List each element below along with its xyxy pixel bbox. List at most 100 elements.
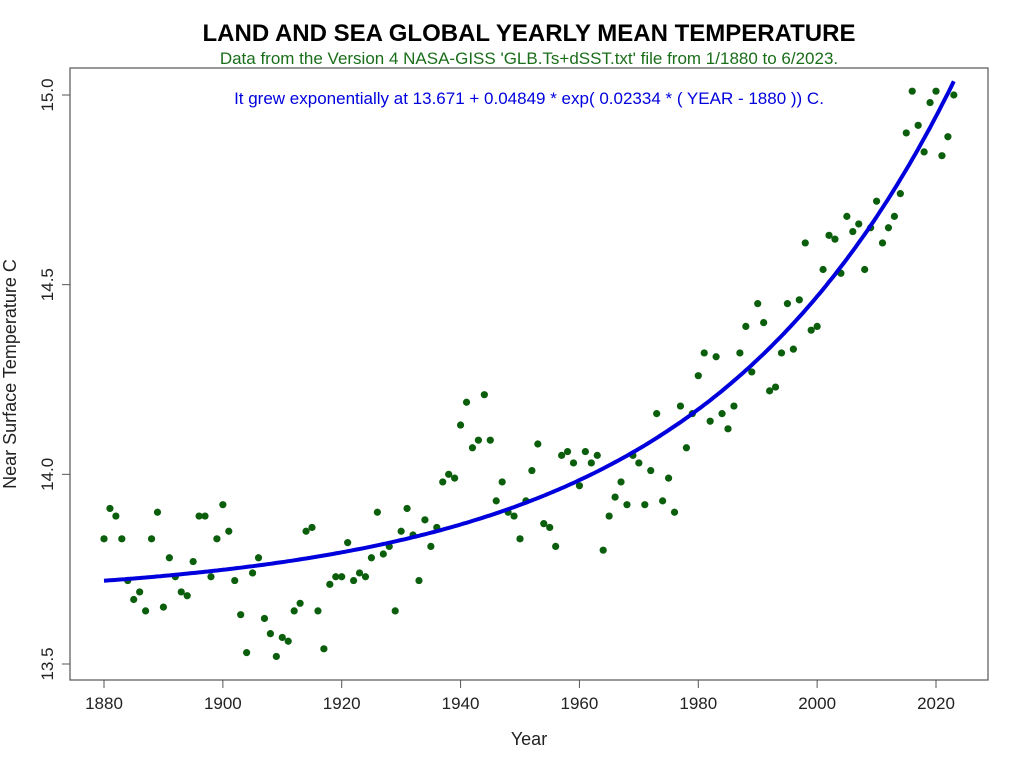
data-point — [777, 349, 786, 357]
data-point — [754, 300, 762, 308]
data-point — [272, 652, 280, 661]
data-point — [593, 451, 601, 459]
data-point — [237, 611, 245, 619]
data-point — [813, 322, 821, 330]
data-point — [712, 353, 720, 361]
data-point — [486, 436, 494, 444]
y-axis: 13.5 14.0 14.5 15.0 — [38, 78, 70, 681]
data-point — [106, 504, 114, 513]
data-point — [617, 478, 625, 486]
data-point — [581, 447, 589, 456]
data-point — [653, 410, 661, 418]
x-axis-label: Year — [511, 729, 547, 749]
data-point — [742, 322, 750, 330]
data-point — [510, 512, 518, 520]
data-point — [207, 573, 215, 581]
data-point — [474, 436, 482, 444]
data-point — [231, 576, 239, 585]
data-points — [100, 87, 958, 661]
data-point — [938, 152, 946, 160]
data-point — [540, 520, 548, 528]
data-point — [659, 497, 667, 505]
data-point — [587, 459, 595, 467]
data-point — [314, 607, 322, 615]
data-point — [183, 592, 191, 600]
data-point — [575, 482, 584, 490]
data-point — [361, 573, 370, 581]
data-point — [795, 296, 803, 304]
data-point — [427, 542, 435, 551]
data-point — [344, 539, 352, 547]
data-point — [456, 421, 465, 429]
data-point — [332, 573, 340, 581]
x-tick-label: 2000 — [798, 694, 836, 713]
x-tick-label: 2020 — [917, 694, 955, 713]
data-point — [552, 542, 560, 551]
data-point — [391, 607, 399, 615]
data-point — [112, 512, 120, 520]
data-point — [534, 440, 542, 448]
data-point — [641, 501, 649, 509]
data-point — [825, 231, 833, 239]
data-point — [664, 474, 673, 482]
data-point — [142, 607, 150, 615]
data-point — [706, 417, 714, 425]
data-point — [290, 607, 298, 615]
x-tick-label: 1940 — [442, 694, 480, 713]
data-point — [724, 425, 732, 433]
data-point — [302, 527, 310, 535]
data-point — [569, 459, 578, 467]
data-point — [558, 451, 566, 459]
data-point — [248, 569, 257, 577]
data-point — [195, 512, 203, 520]
data-point — [855, 220, 863, 228]
data-point — [397, 527, 405, 535]
data-point — [243, 649, 251, 657]
data-point — [563, 447, 572, 456]
data-point — [771, 383, 780, 391]
data-point — [766, 387, 774, 395]
plot-frame — [69, 67, 989, 681]
data-point — [748, 368, 756, 376]
data-point — [118, 535, 126, 543]
data-point — [350, 576, 358, 585]
data-point — [831, 235, 839, 243]
data-point — [861, 265, 869, 274]
data-point — [189, 557, 197, 566]
fit-equation-annotation: It grew exponentially at 13.671 + 0.0484… — [234, 89, 824, 108]
y-tick-label: 14.0 — [38, 458, 57, 491]
data-point — [599, 546, 607, 554]
data-point — [338, 573, 346, 581]
data-point — [260, 614, 269, 623]
data-point — [445, 470, 453, 478]
data-point — [516, 535, 524, 543]
data-point — [468, 444, 477, 452]
data-point — [896, 190, 904, 198]
y-tick-label: 13.5 — [38, 647, 57, 680]
data-point — [403, 504, 411, 513]
data-point — [783, 300, 792, 308]
data-point — [546, 523, 554, 532]
fit-curve — [103, 80, 956, 583]
x-tick-label: 1920 — [323, 694, 361, 713]
data-point — [926, 98, 934, 107]
data-point — [379, 550, 387, 558]
data-point — [819, 265, 827, 274]
data-point — [676, 402, 685, 410]
x-tick-label: 1900 — [204, 694, 242, 713]
data-point — [367, 554, 376, 562]
data-point — [480, 391, 488, 399]
y-tick-label: 14.5 — [38, 268, 57, 301]
data-point — [623, 501, 631, 509]
data-point — [296, 599, 304, 607]
data-point — [213, 535, 221, 543]
data-point — [136, 588, 144, 596]
data-point — [914, 121, 922, 129]
data-point — [789, 345, 797, 353]
data-point — [284, 637, 292, 645]
data-point — [462, 398, 471, 406]
data-point — [694, 372, 702, 380]
data-point — [373, 508, 381, 516]
data-point — [451, 474, 459, 482]
data-point — [498, 478, 506, 486]
